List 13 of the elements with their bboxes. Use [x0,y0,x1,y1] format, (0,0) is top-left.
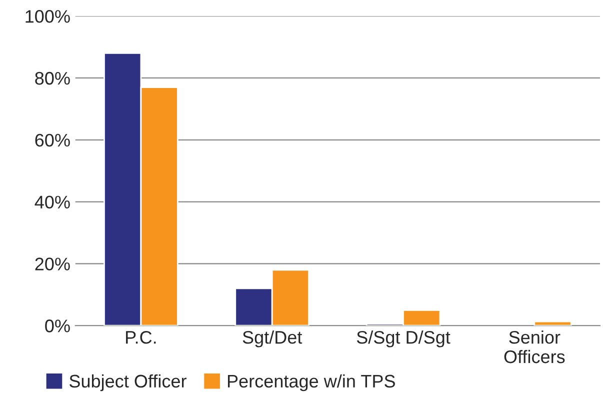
x-tick-label: S/Sgt D/Sgt [356,330,450,348]
x-tick-label: P.C. [126,330,156,344]
legend-label: Subject Officer [70,374,186,392]
y-tick-label: 100% [26,10,70,23]
y-tick-label: 0% [45,320,70,332]
bar [534,320,572,326]
y-tick-label: 40% [34,196,70,209]
x-tick-label: Sgt/Det [242,330,302,348]
legend-label: Percentage w/in TPS [228,374,395,392]
y-tick-label: 20% [35,258,70,270]
y-tick-label: 60% [35,134,70,147]
x-tick-label: Senior Officers [504,330,565,364]
y-tick-label: 80% [35,72,70,85]
